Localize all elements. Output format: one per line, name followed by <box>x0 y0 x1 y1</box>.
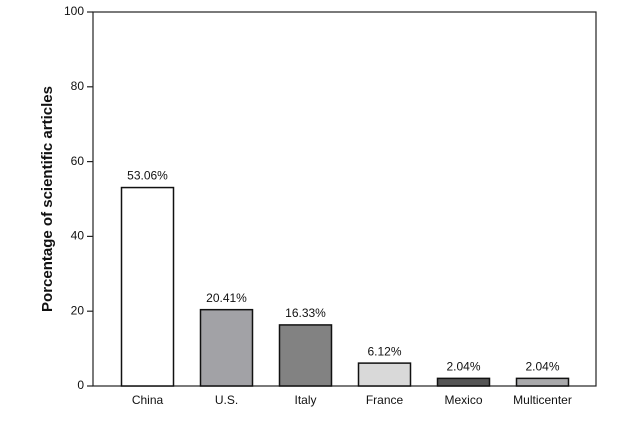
bar <box>278 324 333 387</box>
value-label: 16.33% <box>285 306 326 320</box>
y-tick-label: 20 <box>71 303 85 317</box>
bar <box>515 377 570 387</box>
value-label: 53.06% <box>127 169 168 183</box>
x-tick-label: Multicenter <box>513 393 572 407</box>
x-tick-label: U.S. <box>215 393 238 407</box>
y-tick-label: 60 <box>71 154 85 168</box>
y-tick-label: 0 <box>77 378 84 392</box>
bar <box>436 377 491 387</box>
value-label: 20.41% <box>206 291 247 305</box>
x-tick-label: Mexico <box>444 393 482 407</box>
y-tick-label: 40 <box>71 229 85 243</box>
value-label: 2.04% <box>525 360 559 374</box>
x-tick-label: Italy <box>294 393 316 407</box>
y-tick-label: 100 <box>64 4 84 18</box>
x-tick-label: France <box>366 393 404 407</box>
bar <box>357 362 412 387</box>
bar <box>199 308 254 387</box>
value-label: 2.04% <box>446 360 480 374</box>
bar <box>120 186 175 387</box>
value-label: 6.12% <box>367 344 401 358</box>
y-axis-title: Porcentage of scientific articles <box>39 86 56 312</box>
x-tick-label: China <box>132 393 164 407</box>
plot-frame <box>92 11 597 387</box>
y-tick-label: 80 <box>71 79 85 93</box>
